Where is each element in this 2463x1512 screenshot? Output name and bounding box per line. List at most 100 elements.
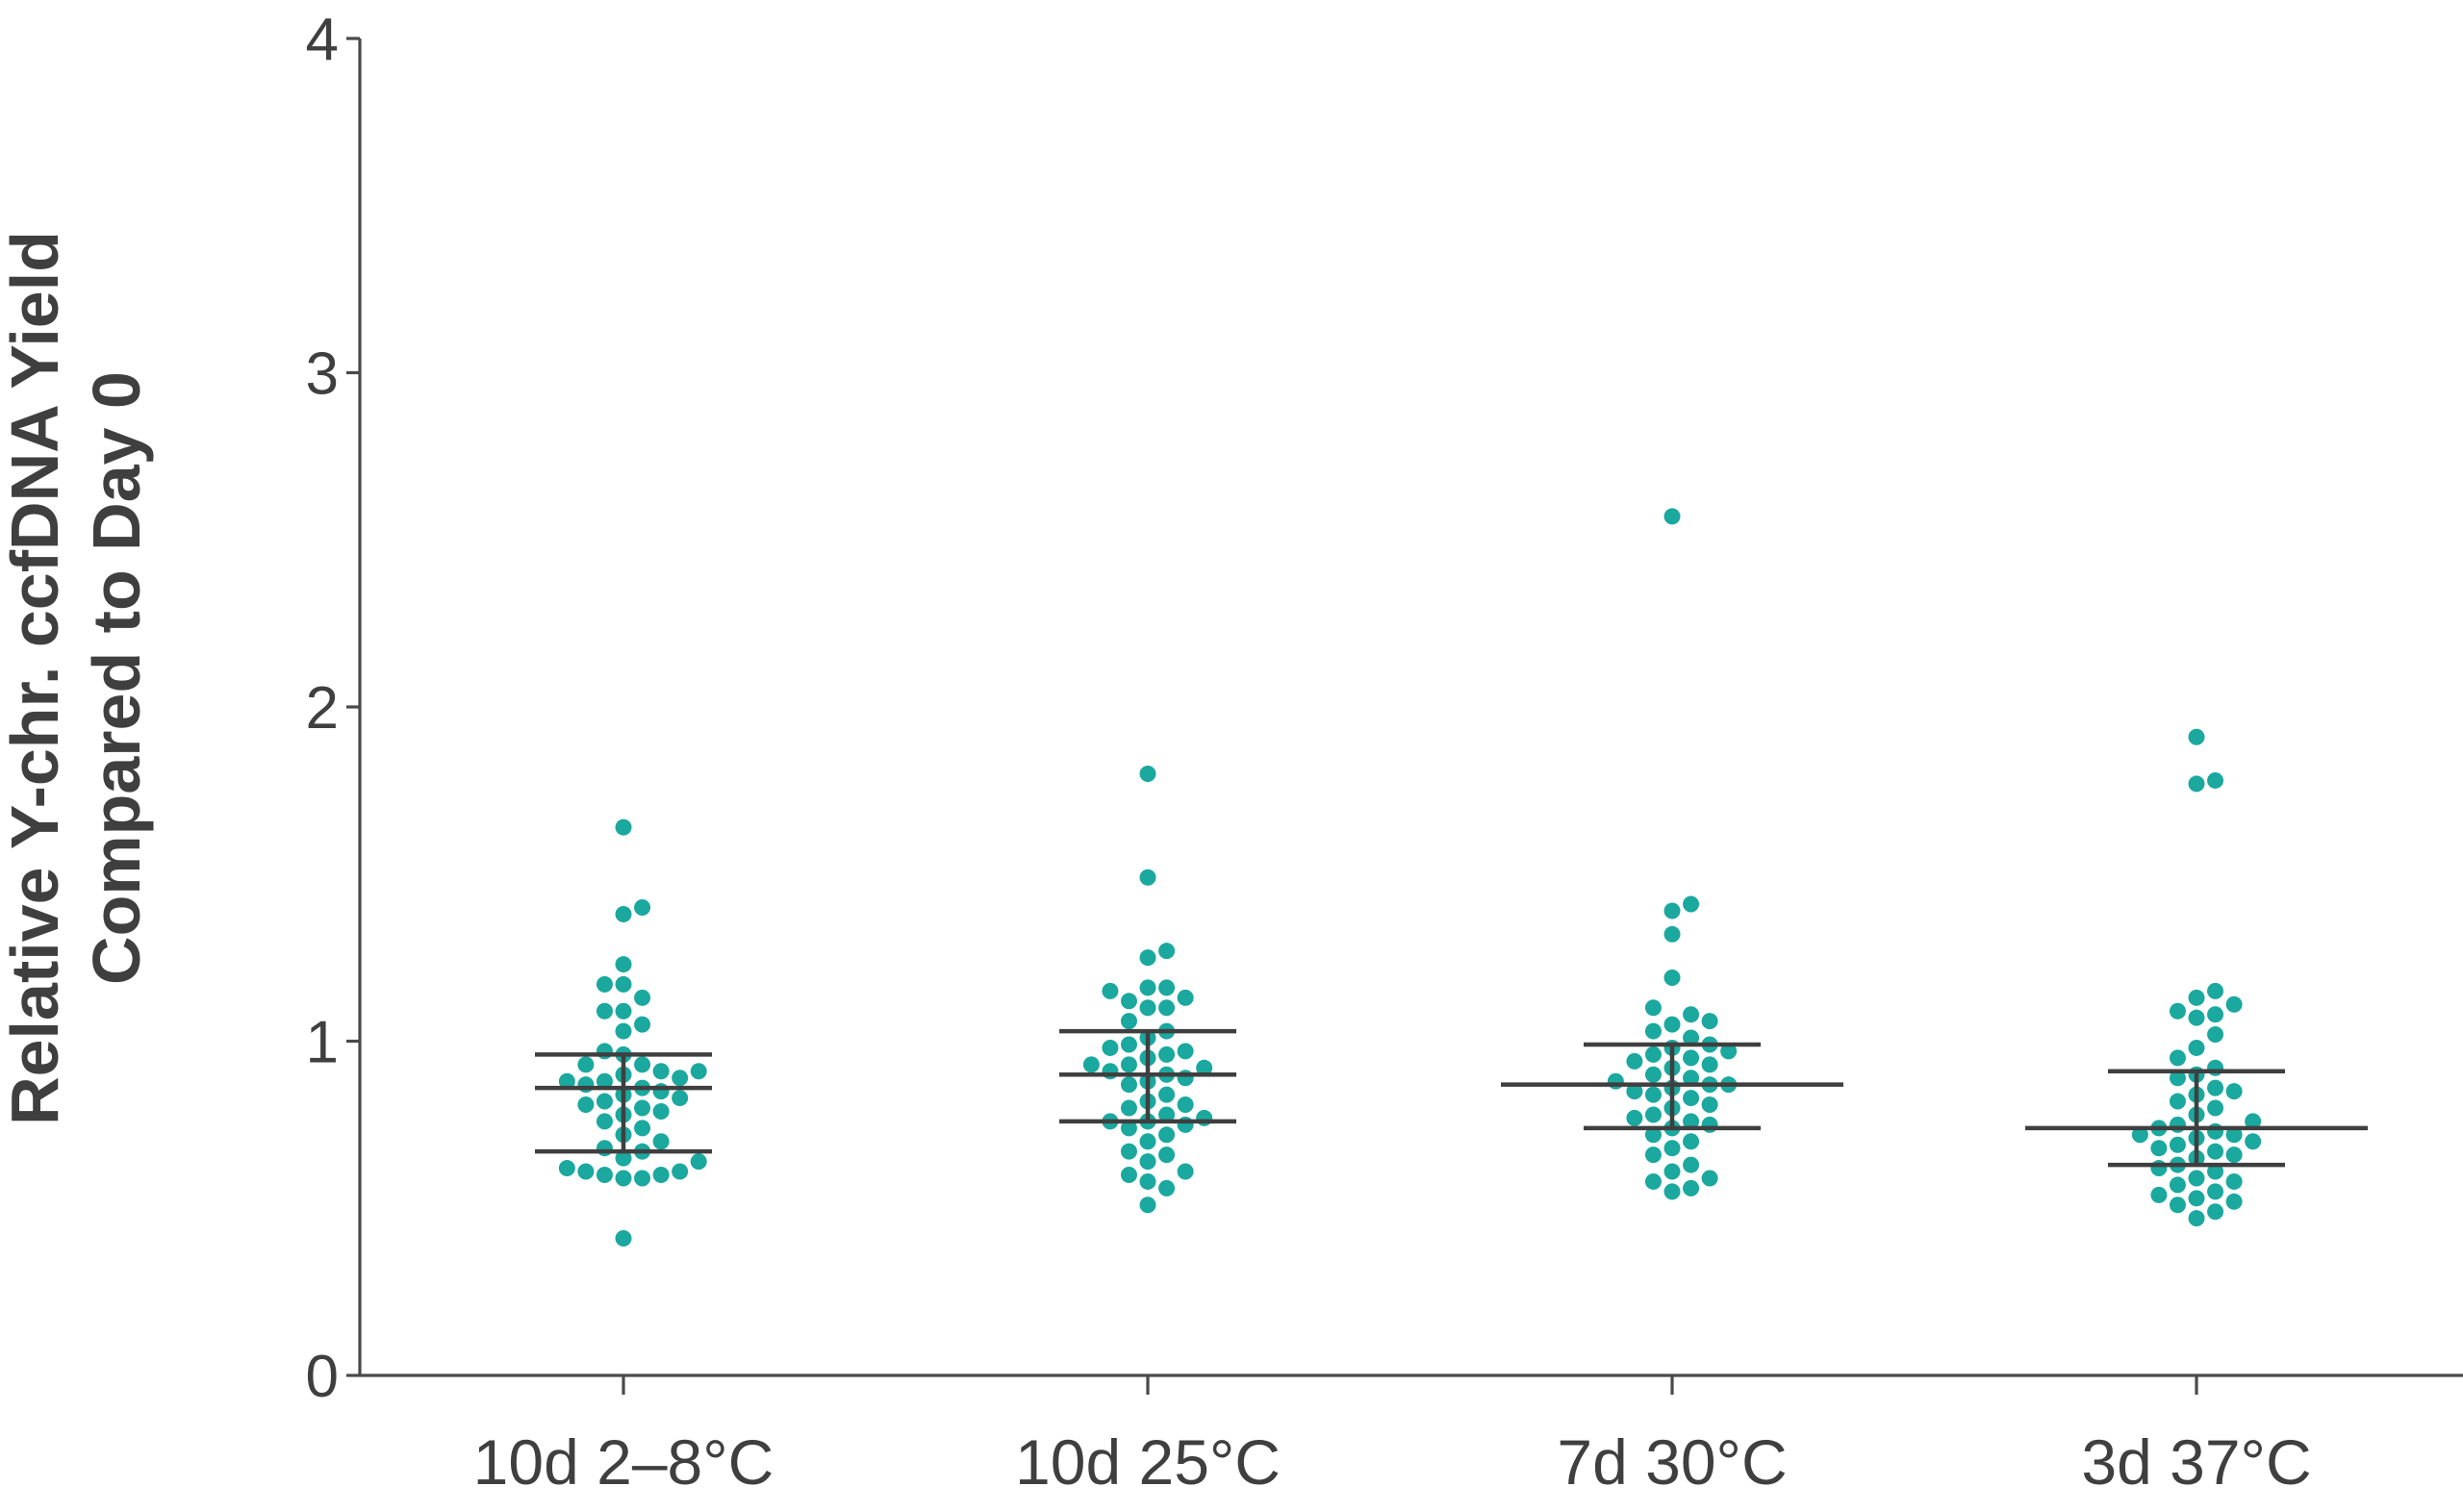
point-0-25: [672, 1090, 689, 1107]
point-0-10: [615, 1022, 632, 1040]
point-3-4: [2188, 989, 2205, 1006]
summary-lines: [535, 1028, 2368, 1168]
point-3-9: [2207, 1026, 2224, 1044]
point-1-0: [1139, 766, 1156, 782]
point-1-43: [1120, 1167, 1137, 1183]
point-3-6: [2169, 1002, 2186, 1020]
point-2-30: [1644, 1106, 1662, 1123]
point-0-19: [596, 1072, 613, 1090]
point-3-12: [2207, 1059, 2224, 1076]
point-3-11: [2169, 1049, 2186, 1067]
point-1-2: [1158, 943, 1176, 960]
point-1-29: [1177, 1096, 1194, 1114]
point-1-5: [1158, 979, 1176, 996]
point-3-24: [2207, 1122, 2224, 1140]
point-2-27: [1683, 1090, 1700, 1107]
point-3-37: [2188, 1170, 2205, 1187]
point-3-21: [2245, 1113, 2262, 1130]
point-0-1: [634, 899, 651, 916]
point-1-7: [1177, 989, 1194, 1006]
point-0-23: [652, 1083, 670, 1100]
point-0-16: [690, 1063, 707, 1080]
point-3-0: [2188, 728, 2205, 745]
point-2-43: [1683, 1179, 1700, 1197]
point-0-40: [577, 1163, 595, 1180]
point-0-7: [615, 1002, 632, 1020]
point-3-25: [2225, 1126, 2243, 1144]
point-1-41: [1139, 1153, 1156, 1171]
point-1-40: [1158, 1147, 1176, 1164]
point-2-31: [1626, 1109, 1643, 1126]
point-3-29: [2169, 1136, 2186, 1153]
y-axis-title: Relative Y-chr. ccfDNA Yield Compared to…: [0, 231, 154, 1125]
point-0-35: [596, 1140, 613, 1157]
point-0-4: [615, 975, 632, 993]
point-1-20: [1082, 1056, 1100, 1073]
point-0-34: [652, 1133, 670, 1150]
point-0-44: [615, 1170, 632, 1187]
point-2-35: [1644, 1126, 1662, 1144]
point-1-14: [1120, 1036, 1137, 1053]
point-1-38: [1139, 1133, 1156, 1150]
point-2-2: [1663, 902, 1681, 920]
point-3-44: [2169, 1197, 2186, 1214]
point-2-42: [1644, 1172, 1662, 1190]
point-1-1: [1139, 869, 1156, 886]
point-1-3: [1139, 949, 1156, 967]
point-1-35: [1177, 1116, 1194, 1133]
point-2-19: [1644, 1066, 1662, 1083]
point-0-37: [615, 1149, 632, 1167]
point-3-15: [2207, 1079, 2224, 1096]
point-2-14: [1644, 1046, 1662, 1063]
point-0-15: [652, 1063, 670, 1080]
point-0-39: [558, 1160, 575, 1177]
point-0-13: [634, 1056, 651, 1073]
point-0-29: [652, 1102, 670, 1120]
point-3-30: [2150, 1140, 2168, 1157]
point-2-6: [1683, 1006, 1700, 1023]
x-tick-label-2: 7d 30°C: [1557, 1426, 1787, 1498]
point-2-15: [1683, 1049, 1700, 1067]
point-1-15: [1102, 1039, 1119, 1056]
point-3-22: [2169, 1116, 2186, 1133]
point-1-22: [1102, 1063, 1119, 1080]
point-2-8: [1663, 1016, 1681, 1033]
point-2-21: [1607, 1072, 1624, 1090]
point-1-11: [1120, 1013, 1137, 1030]
point-3-2: [2188, 775, 2205, 793]
point-2-25: [1626, 1083, 1643, 1100]
point-0-28: [634, 1099, 651, 1117]
point-2-38: [1644, 1147, 1662, 1164]
point-2-9: [1644, 1022, 1662, 1040]
point-1-24: [1177, 1070, 1194, 1087]
point-0-38: [690, 1153, 707, 1171]
point-1-44: [1139, 1172, 1156, 1190]
y-tick-label-3: 3: [306, 341, 339, 408]
point-0-18: [672, 1070, 689, 1087]
point-3-45: [2207, 1203, 2224, 1221]
y-tick-label-1: 1: [306, 1010, 339, 1076]
point-3-39: [2169, 1176, 2186, 1194]
x-tick-label-3: 3d 37°C: [2081, 1426, 2311, 1498]
point-1-6: [1102, 982, 1119, 999]
point-2-20: [1683, 1070, 1700, 1087]
point-0-45: [634, 1170, 651, 1187]
x-tick-label-1: 10d 25°C: [1015, 1426, 1281, 1498]
point-0-21: [577, 1076, 595, 1094]
point-0-0: [615, 819, 632, 836]
point-1-10: [1158, 999, 1176, 1017]
point-1-46: [1139, 1197, 1156, 1214]
point-0-32: [634, 1120, 651, 1137]
point-2-28: [1701, 1096, 1718, 1114]
y-ticks: 0 1 2 3 4: [306, 7, 360, 1410]
y-tick-label-0: 0: [306, 1344, 339, 1410]
x-ticks: 10d 2–8°C 10d 25°C 7d 30°C 3d 37°C: [473, 1375, 2312, 1498]
point-3-32: [2225, 1147, 2243, 1164]
point-2-32: [1683, 1113, 1700, 1130]
point-1-17: [1158, 1046, 1176, 1063]
point-1-26: [1120, 1076, 1137, 1094]
point-0-42: [596, 1167, 613, 1183]
point-2-4: [1663, 969, 1681, 986]
point-3-38: [2225, 1172, 2243, 1190]
point-2-17: [1701, 1056, 1718, 1073]
